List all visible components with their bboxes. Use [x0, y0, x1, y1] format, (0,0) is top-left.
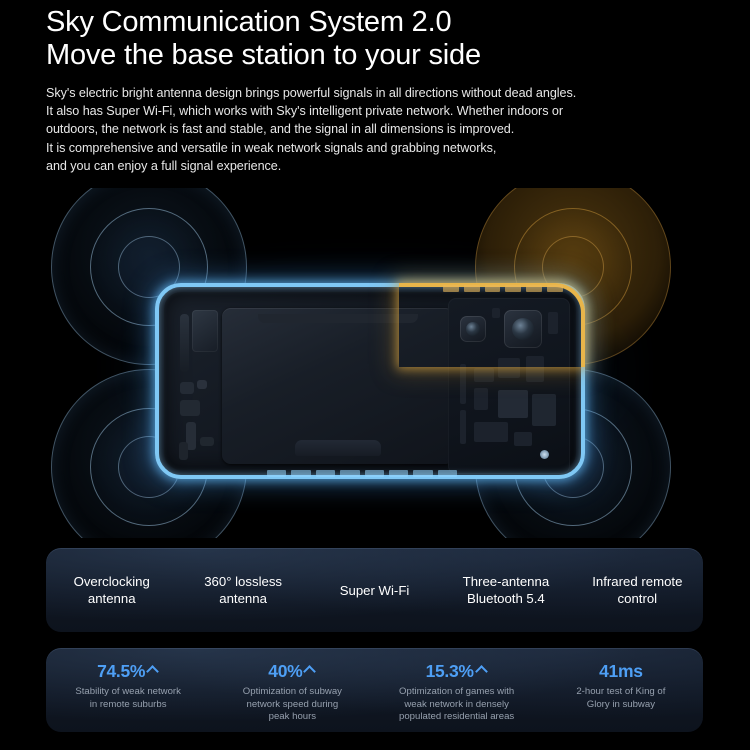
header: Sky Communication System 2.0 Move the ba… [0, 0, 750, 175]
feature-label-line-2: antenna [219, 591, 267, 606]
stat-item-weak-network-stability: 74.5% Stability of weak network in remot… [46, 661, 210, 711]
stat-description: Optimization of games with weak network … [383, 686, 531, 724]
device-chassis [164, 292, 576, 474]
feature-item-three-antenna-bluetooth: Three-antenna Bluetooth 5.4 [440, 573, 571, 607]
stat-value: 41ms [599, 661, 643, 681]
board-led [540, 450, 549, 459]
stats-card: 74.5% Stability of weak network in remot… [46, 648, 703, 732]
stat-desc-line-3: peak hours [268, 711, 317, 723]
stat-desc-line-1: Stability of weak network [75, 686, 181, 697]
stat-description: Optimization of subway network speed dur… [218, 686, 366, 724]
stat-item-subway-network-speed: 40% Optimization of subway network speed… [210, 661, 374, 724]
stat-desc-line-2: Glory in subway [586, 698, 655, 710]
feature-item-overclocking-antenna: Overclocking antenna [46, 573, 177, 607]
stat-value: 74.5% [97, 661, 159, 681]
signal-rings-top-right-icon [474, 188, 671, 365]
feature-label-line-1: Overclocking [73, 574, 150, 589]
trend-up-arrow-icon [148, 664, 159, 675]
device-illustration [155, 283, 585, 479]
stat-item-latency-test: 41ms 2-hour test of King of Glory in sub… [539, 661, 703, 711]
description-line-1: Sky's electric bright antenna design bri… [46, 86, 577, 100]
feature-label-line-1: 360° lossless [204, 574, 283, 589]
feature-label-line-1: Super Wi-Fi [339, 582, 410, 598]
stat-desc-line-1: Optimization of games with [399, 686, 515, 697]
battery-module [222, 308, 454, 464]
description-line-2: It also has Super Wi-Fi, which works wit… [46, 104, 563, 119]
stat-number: 41ms [599, 661, 643, 681]
antenna-frame-glow [155, 283, 585, 479]
component-3 [180, 400, 200, 416]
stat-description: 2-hour test of King of Glory in subway [547, 686, 695, 711]
main-camera-module [504, 310, 542, 348]
stat-number: 15.3% [425, 661, 474, 681]
signal-rings-bottom-left-icon [50, 368, 247, 538]
component-4 [186, 422, 196, 450]
stat-desc-line-2: network speed during [246, 698, 339, 710]
stat-description: Stability of weak network in remote subu… [54, 686, 202, 711]
speaker-module [180, 314, 189, 372]
feature-label-line-2: antenna [87, 591, 136, 606]
component-6 [179, 442, 188, 460]
feature-label-line-2: Bluetooth 5.4 [467, 591, 545, 606]
stat-number: 40% [268, 661, 303, 681]
antenna-frame-gold-segment [399, 283, 585, 367]
device-body [159, 287, 581, 475]
feature-label-line-2: control [617, 591, 658, 606]
features-card: Overclocking antenna 360° lossless anten… [46, 548, 703, 632]
hero-product-image [0, 188, 750, 538]
description-line-4: It is comprehensive and versatile in wea… [46, 140, 497, 155]
antenna-contacts-bottom [267, 470, 457, 477]
feature-item-super-wifi: Super Wi-Fi [309, 582, 440, 599]
shield-chip-module [192, 310, 218, 352]
description-paragraph: Sky's electric bright antenna design bri… [46, 84, 704, 175]
feature-item-360-lossless-antenna: 360° lossless antenna [177, 573, 308, 607]
component-1 [180, 382, 194, 394]
circuit-board [448, 298, 570, 474]
trend-up-arrow-icon [305, 664, 316, 675]
stat-desc-line-2: weak network in densely [404, 698, 509, 710]
page-title-line-2: Move the base station to your side [46, 39, 481, 71]
component-5 [200, 437, 214, 446]
description-line-5: and you can enjoy a full signal experien… [46, 158, 282, 173]
stat-desc-line-2: in remote suburbs [89, 698, 167, 710]
page-title-line-1: Sky Communication System 2.0 [46, 6, 452, 38]
signal-rings-top-left-icon [50, 188, 247, 365]
stat-desc-line-1: Optimization of subway [242, 686, 342, 697]
feature-label-line-1: Three-antenna [462, 574, 550, 589]
stat-value: 15.3% [426, 661, 488, 681]
stat-desc-line-3: populated residential areas [399, 711, 515, 723]
antenna-contacts-top [443, 285, 563, 292]
stat-value: 40% [268, 661, 316, 681]
feature-label-line-1: Infrared remote [592, 574, 683, 589]
description-line-3: outdoors, the network is fast and stable… [46, 122, 515, 137]
stat-desc-line-1: 2-hour test of King of [576, 686, 666, 697]
trend-up-arrow-icon [477, 664, 488, 675]
component-2 [197, 380, 207, 389]
secondary-camera-module [460, 316, 486, 342]
stat-item-game-optimization: 15.3% Optimization of games with weak ne… [375, 661, 539, 724]
feature-item-infrared-remote-control: Infrared remote control [572, 573, 703, 607]
stat-number: 74.5% [97, 661, 146, 681]
